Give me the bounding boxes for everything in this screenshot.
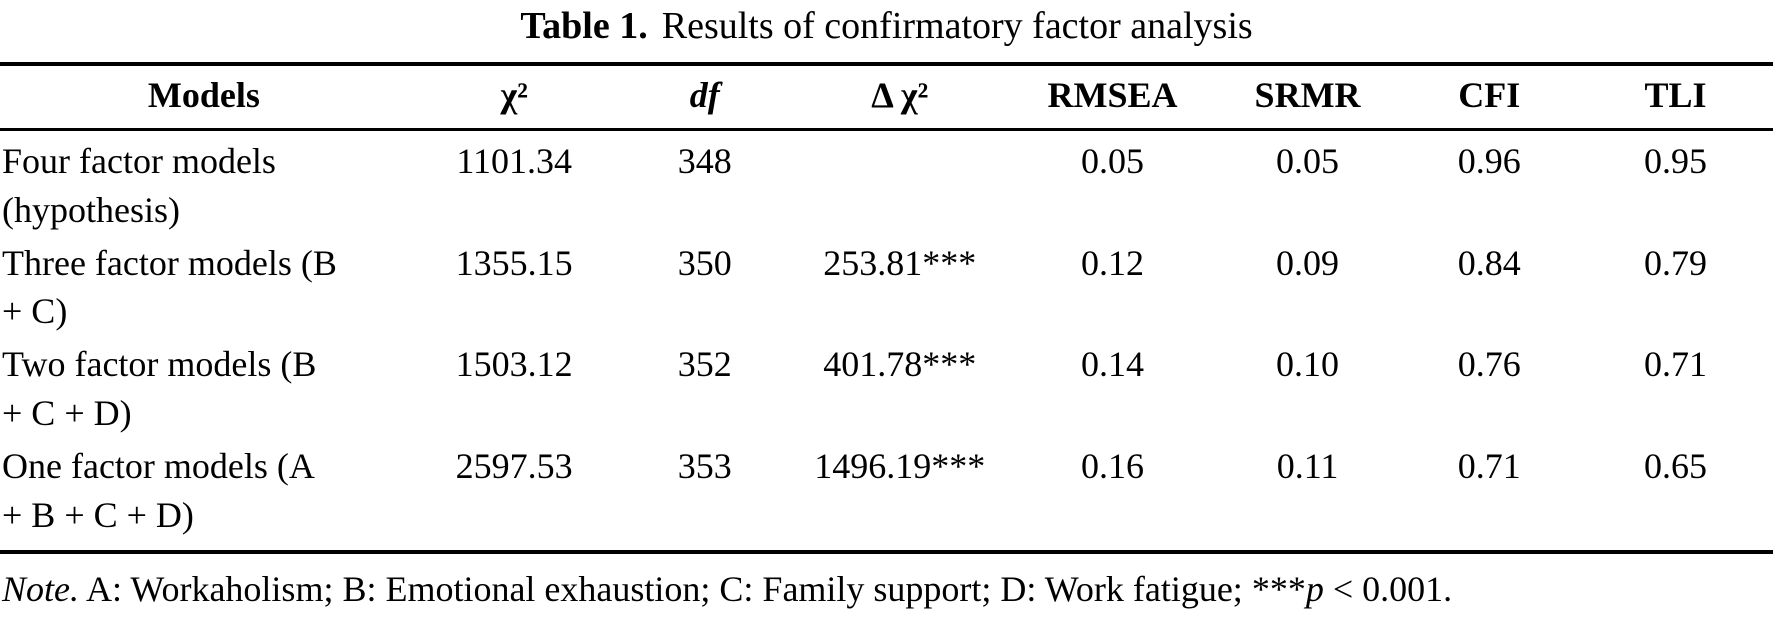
cell-cfi: 0.76 xyxy=(1457,344,1521,385)
cell-df: 353 xyxy=(677,446,732,487)
col-header-rmsea: RMSEA xyxy=(1047,74,1178,115)
col-header-df: df xyxy=(689,74,720,115)
col-header-tli: TLI xyxy=(1644,74,1707,115)
cell-model-name: Two factor models (B + C + D) xyxy=(2,344,317,434)
cell-rmsea: 0.16 xyxy=(1081,446,1145,487)
cell-tli: 0.95 xyxy=(1643,140,1707,181)
cell-chi-square: 1355.15 xyxy=(455,242,573,283)
cell-chi-square: 2597.53 xyxy=(455,446,573,487)
table-header-row: Models χ² df Δ χ² RMSEA SRMR CFI TLI xyxy=(0,64,1773,130)
cell-rmsea: 0.14 xyxy=(1081,344,1145,385)
cell-model-name: One factor models (A + B + C + D) xyxy=(2,446,315,536)
cell-srmr: 0.09 xyxy=(1276,242,1340,283)
cell-cfi: 0.84 xyxy=(1457,242,1521,283)
table-row: Two factor models (B + C + D) 1503.12 35… xyxy=(0,338,1773,440)
cfa-results-table: Models χ² df Δ χ² RMSEA SRMR CFI TLI Fou… xyxy=(0,61,1773,555)
cell-chi-square: 1503.12 xyxy=(455,344,573,385)
table-note: Note. A: Workaholism; B: Emotional exhau… xyxy=(0,568,1773,610)
cell-tli: 0.79 xyxy=(1643,242,1707,283)
cell-model-name: Four factor models (hypothesis) xyxy=(2,140,276,230)
cell-delta-chi-square: 253.81*** xyxy=(823,242,977,283)
note-body: A: Workaholism; B: Emotional exhaustion;… xyxy=(79,569,1306,610)
table-title-label: Table 1. xyxy=(520,5,648,47)
table-row: Three factor models (B + C) 1355.15 350 … xyxy=(0,237,1773,339)
col-header-models: Models xyxy=(147,74,260,115)
cell-df: 352 xyxy=(677,344,732,385)
table-row: One factor models (A + B + C + D) 2597.5… xyxy=(0,440,1773,552)
table-title: Table 1. Results of confirmatory factor a… xyxy=(0,0,1773,50)
cell-srmr: 0.10 xyxy=(1276,344,1340,385)
cell-rmsea: 0.12 xyxy=(1081,242,1145,283)
cell-cfi: 0.71 xyxy=(1457,446,1521,487)
col-header-delta-chi-square: Δ χ² xyxy=(871,74,929,115)
cell-df: 348 xyxy=(677,140,732,181)
table-title-text: Results of confirmatory factor analysis xyxy=(661,5,1253,47)
col-header-chi-square: χ² xyxy=(500,74,528,115)
cell-srmr: 0.05 xyxy=(1276,140,1340,181)
cell-model-name: Three factor models (B + C) xyxy=(2,242,337,332)
cell-chi-square: 1101.34 xyxy=(456,140,572,181)
table-row: Four factor models (hypothesis) 1101.34 … xyxy=(0,129,1773,236)
col-header-cfi: CFI xyxy=(1458,74,1521,115)
col-header-srmr: SRMR xyxy=(1254,74,1361,115)
cell-rmsea: 0.05 xyxy=(1081,140,1145,181)
cell-df: 350 xyxy=(677,242,732,283)
note-tail: < 0.001. xyxy=(1323,569,1453,610)
cell-tli: 0.71 xyxy=(1643,344,1707,385)
cell-cfi: 0.96 xyxy=(1457,140,1521,181)
cell-delta-chi-square xyxy=(789,129,1011,236)
cell-delta-chi-square: 401.78*** xyxy=(823,344,977,385)
note-label: Note. xyxy=(2,569,79,610)
note-p-symbol: p xyxy=(1305,569,1324,610)
cell-delta-chi-square: 1496.19*** xyxy=(814,446,986,487)
cell-srmr: 0.11 xyxy=(1276,446,1339,487)
cell-tli: 0.65 xyxy=(1643,446,1707,487)
